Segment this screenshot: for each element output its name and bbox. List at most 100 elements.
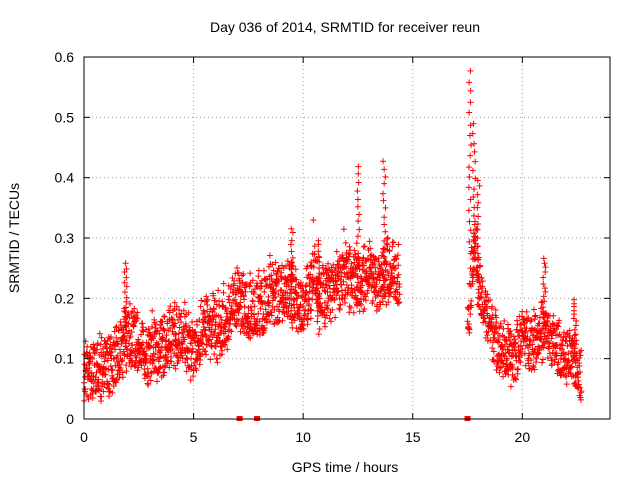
data-point bbox=[577, 352, 584, 359]
data-point bbox=[120, 333, 127, 340]
data-point bbox=[122, 313, 129, 320]
data-point bbox=[298, 293, 305, 300]
data-point bbox=[381, 180, 388, 187]
data-point bbox=[343, 263, 350, 270]
data-point bbox=[532, 312, 539, 319]
data-point bbox=[131, 305, 138, 312]
data-point bbox=[489, 303, 496, 310]
data-point bbox=[323, 312, 330, 319]
data-point bbox=[508, 361, 515, 368]
data-point bbox=[381, 293, 388, 300]
data-point bbox=[204, 301, 211, 308]
data-point bbox=[356, 226, 363, 233]
data-point bbox=[144, 380, 151, 387]
data-point bbox=[227, 283, 234, 290]
data-point bbox=[113, 323, 120, 330]
data-point bbox=[308, 307, 315, 314]
data-point bbox=[102, 371, 109, 378]
data-point bbox=[512, 339, 519, 346]
data-point bbox=[307, 315, 314, 322]
y-tick-label: 0.6 bbox=[55, 49, 75, 65]
data-point bbox=[300, 325, 307, 332]
data-point bbox=[292, 284, 299, 291]
data-point bbox=[135, 364, 142, 371]
data-point bbox=[170, 362, 177, 369]
data-point bbox=[178, 310, 185, 317]
data-point bbox=[471, 256, 478, 263]
data-point bbox=[466, 218, 473, 225]
data-point bbox=[104, 357, 111, 364]
data-point bbox=[489, 345, 496, 352]
data-point bbox=[249, 297, 256, 304]
data-point bbox=[106, 389, 113, 395]
data-point bbox=[474, 250, 481, 257]
data-point bbox=[278, 275, 285, 282]
data-point bbox=[360, 254, 367, 261]
data-point bbox=[503, 367, 510, 374]
data-point bbox=[100, 364, 107, 371]
y-tick-label: 0.2 bbox=[55, 290, 75, 306]
data-point bbox=[370, 261, 377, 268]
data-point bbox=[466, 109, 473, 116]
data-point bbox=[468, 302, 475, 309]
data-point bbox=[321, 287, 328, 294]
data-point bbox=[483, 294, 490, 301]
data-point bbox=[322, 281, 329, 288]
data-point bbox=[507, 327, 514, 334]
data-point bbox=[274, 314, 281, 321]
data-point bbox=[173, 331, 180, 338]
data-point bbox=[231, 296, 238, 303]
data-point bbox=[311, 243, 318, 250]
data-point bbox=[332, 278, 339, 285]
data-point bbox=[237, 283, 244, 290]
data-point bbox=[123, 337, 130, 344]
data-point bbox=[211, 313, 218, 320]
data-point bbox=[337, 301, 344, 308]
data-point bbox=[542, 268, 549, 275]
data-point bbox=[566, 327, 573, 334]
data-point bbox=[474, 235, 481, 242]
data-point bbox=[228, 302, 235, 309]
data-point bbox=[139, 320, 146, 327]
data-point bbox=[261, 325, 268, 332]
data-point bbox=[504, 346, 511, 353]
data-point bbox=[345, 284, 352, 291]
data-point bbox=[541, 298, 548, 305]
data-point bbox=[143, 357, 150, 364]
data-point bbox=[495, 339, 502, 346]
data-point bbox=[391, 274, 398, 281]
data-point bbox=[360, 243, 367, 250]
data-point bbox=[265, 299, 272, 306]
data-point bbox=[290, 262, 297, 269]
data-point bbox=[471, 140, 478, 147]
data-point bbox=[265, 263, 272, 270]
data-point bbox=[172, 337, 179, 344]
data-point bbox=[314, 307, 321, 314]
data-point bbox=[517, 326, 524, 333]
data-point bbox=[325, 260, 332, 267]
data-point bbox=[181, 325, 188, 332]
data-point bbox=[310, 217, 317, 224]
data-point bbox=[147, 377, 154, 384]
data-point bbox=[576, 368, 583, 375]
data-point bbox=[249, 298, 256, 305]
data-point bbox=[320, 280, 327, 287]
data-point bbox=[546, 340, 553, 347]
data-point bbox=[288, 271, 295, 278]
data-point bbox=[176, 324, 183, 331]
data-point bbox=[122, 324, 129, 331]
data-point bbox=[288, 266, 295, 273]
data-point bbox=[175, 357, 182, 364]
data-point bbox=[470, 194, 477, 201]
data-point bbox=[526, 352, 533, 359]
data-point bbox=[288, 237, 295, 244]
data-point bbox=[475, 271, 482, 278]
data-point bbox=[129, 342, 136, 349]
data-point bbox=[94, 340, 101, 347]
data-point bbox=[368, 284, 375, 291]
data-point bbox=[364, 287, 371, 294]
data-point bbox=[474, 301, 481, 308]
data-point bbox=[109, 366, 116, 373]
data-point bbox=[386, 289, 393, 296]
data-point bbox=[317, 300, 324, 307]
